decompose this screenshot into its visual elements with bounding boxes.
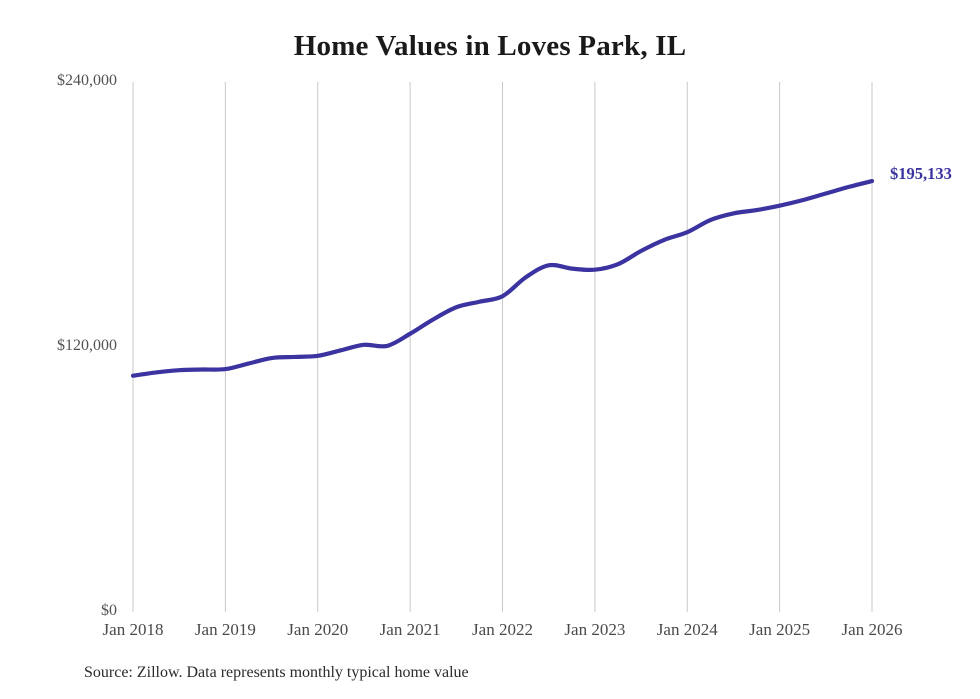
chart-title: Home Values in Loves Park, IL	[293, 30, 687, 62]
x-tick-label: Jan 2018	[102, 620, 164, 639]
home-value-line	[130, 178, 875, 378]
x-tick-label: Jan 2023	[564, 620, 626, 639]
x-tick-label: Jan 2021	[379, 620, 441, 639]
y-tick-label: $120,000	[57, 337, 117, 354]
x-tick-label: Jan 2024	[656, 620, 718, 639]
end-value-label: $195,133	[890, 164, 952, 184]
x-tick-label: Jan 2022	[472, 620, 533, 639]
y-tick-label: $240,000	[57, 72, 117, 89]
y-tick-label: $0	[101, 602, 117, 619]
source-note: Source: Zillow. Data represents monthly …	[84, 664, 469, 681]
x-tick-label: Jan 2019	[194, 620, 256, 639]
gridlines-group	[132, 82, 873, 612]
x-tick-label: Jan 2025	[749, 620, 811, 639]
x-tick-label: Jan 2020	[287, 620, 349, 639]
x-tick-label: Jan 2026	[841, 620, 903, 639]
